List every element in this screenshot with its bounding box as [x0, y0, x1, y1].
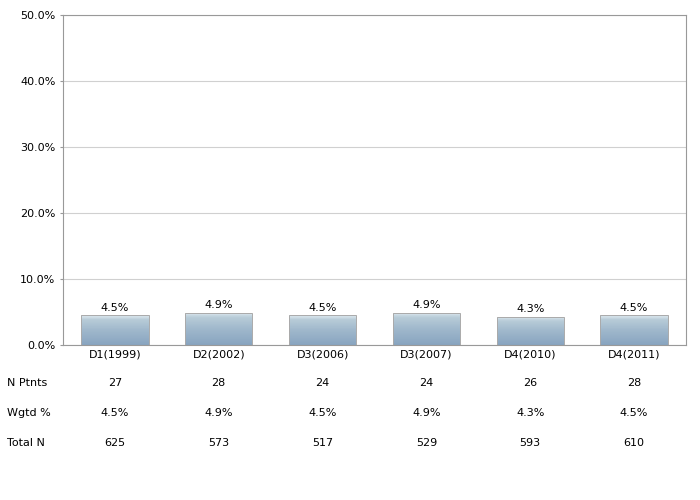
- Text: Wgtd %: Wgtd %: [7, 408, 50, 418]
- Text: 4.5%: 4.5%: [101, 408, 129, 418]
- Bar: [496, 316, 564, 345]
- Bar: [185, 312, 253, 345]
- Text: Total N: Total N: [7, 438, 45, 448]
- Text: 4.5%: 4.5%: [309, 302, 337, 312]
- Text: 24: 24: [419, 378, 433, 388]
- Text: 28: 28: [627, 378, 641, 388]
- Bar: [393, 312, 460, 345]
- Bar: [81, 316, 148, 345]
- Text: 4.3%: 4.3%: [516, 408, 545, 418]
- Text: 4.9%: 4.9%: [204, 300, 233, 310]
- Text: 529: 529: [416, 438, 437, 448]
- Text: 593: 593: [519, 438, 541, 448]
- Text: 625: 625: [104, 438, 125, 448]
- Bar: [289, 316, 356, 345]
- Text: 573: 573: [208, 438, 230, 448]
- Text: 4.9%: 4.9%: [412, 300, 441, 310]
- Text: 610: 610: [624, 438, 645, 448]
- Text: 4.9%: 4.9%: [412, 408, 441, 418]
- Text: 4.5%: 4.5%: [620, 408, 648, 418]
- Text: 28: 28: [211, 378, 226, 388]
- Text: 27: 27: [108, 378, 122, 388]
- Text: 4.9%: 4.9%: [204, 408, 233, 418]
- Text: 24: 24: [316, 378, 330, 388]
- Text: 4.5%: 4.5%: [309, 408, 337, 418]
- Text: 4.5%: 4.5%: [101, 302, 129, 312]
- Text: 517: 517: [312, 438, 333, 448]
- Text: 4.3%: 4.3%: [516, 304, 545, 314]
- Text: 4.5%: 4.5%: [620, 302, 648, 312]
- Bar: [601, 316, 668, 345]
- Text: 26: 26: [523, 378, 538, 388]
- Text: N Ptnts: N Ptnts: [7, 378, 48, 388]
